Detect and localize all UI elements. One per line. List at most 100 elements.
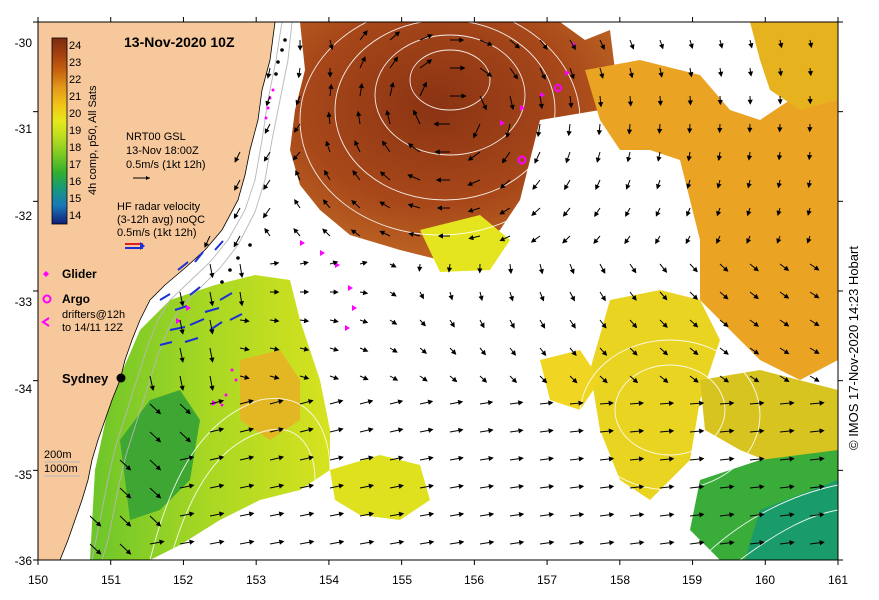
current-arrow-head bbox=[488, 428, 494, 434]
current-arrow-head bbox=[155, 436, 162, 443]
current-arrow-head bbox=[390, 262, 397, 268]
colorbar-ramp bbox=[51, 37, 68, 225]
colorbar: 24 23 22 21 20 19 18 17 16 15 14 4h comp… bbox=[51, 37, 99, 225]
current-arrow-head bbox=[548, 484, 555, 490]
current-arrow-head bbox=[632, 377, 639, 384]
current-arrow-head bbox=[368, 455, 374, 461]
current-arrow-head bbox=[248, 427, 255, 433]
current-arrow-head bbox=[297, 45, 303, 51]
current-arrow-head bbox=[509, 104, 515, 111]
current-arrow-head bbox=[413, 109, 418, 116]
argo-floats bbox=[517, 84, 562, 165]
y-axis-labels: -30 -31 -32 -33 -34 -35 -36 bbox=[15, 36, 33, 568]
current-arrow-head bbox=[789, 540, 795, 546]
current-arrow-head bbox=[188, 483, 195, 489]
current-arrow-head bbox=[264, 128, 270, 134]
y-tick-30: -30 bbox=[15, 36, 33, 50]
current-arrow-head bbox=[609, 540, 615, 546]
current-arrow-head bbox=[304, 289, 310, 295]
current-arrow-head bbox=[813, 265, 820, 271]
current-arrow-head bbox=[179, 329, 185, 335]
cb-tick-23: 23 bbox=[69, 57, 81, 69]
cb-tick-22: 22 bbox=[69, 74, 81, 86]
current-arrow-head bbox=[540, 74, 546, 80]
current-arrow-head bbox=[789, 512, 795, 518]
colorbar-label: 4h comp, p50, All Sats bbox=[87, 85, 99, 195]
current-arrow-head bbox=[638, 456, 645, 462]
current-arrow-head bbox=[427, 399, 434, 405]
current-arrow-head bbox=[408, 231, 414, 237]
current-arrow-head bbox=[512, 73, 519, 80]
current-arrow-head bbox=[362, 375, 369, 381]
current-arrow-head bbox=[397, 427, 404, 433]
current-arrow-head bbox=[776, 210, 782, 217]
current-arrow-head bbox=[819, 484, 825, 490]
glider-track-black bbox=[220, 38, 287, 284]
current-arrow-head bbox=[407, 174, 413, 179]
current-arrow-head bbox=[746, 182, 752, 189]
current-arrow-head bbox=[759, 512, 765, 518]
current-arrow-head bbox=[244, 374, 250, 380]
current-arrow-head bbox=[398, 455, 404, 461]
current-arrow-head bbox=[294, 199, 300, 205]
central-patch-3 bbox=[540, 350, 600, 410]
current-arrow-head bbox=[332, 260, 339, 266]
current-arrow-head bbox=[467, 181, 473, 186]
current-arrow-head bbox=[397, 399, 404, 405]
current-arrow-head bbox=[362, 290, 369, 296]
current-arrow-head bbox=[541, 350, 547, 356]
current-arrow-head bbox=[278, 511, 285, 517]
current-arrow-head bbox=[481, 377, 488, 383]
current-arrow-head bbox=[753, 349, 760, 355]
current-arrow-head bbox=[398, 539, 405, 545]
current-arrow-head bbox=[392, 375, 399, 381]
current-arrow-head bbox=[391, 319, 398, 325]
cb-tick-17: 17 bbox=[69, 159, 81, 171]
current-arrow-head bbox=[218, 399, 225, 405]
current-arrow-head bbox=[338, 539, 345, 545]
current-arrow-head bbox=[398, 511, 405, 517]
current-arrow-head bbox=[626, 129, 633, 135]
x-tick-150: 150 bbox=[28, 573, 48, 587]
track-legend: Glider Argo drifters@12h to 14/11 12Z bbox=[41, 267, 125, 334]
current-arrow-head bbox=[482, 104, 487, 111]
current-arrow-head bbox=[354, 140, 360, 146]
current-arrow-head bbox=[716, 238, 721, 244]
current-arrow-head bbox=[538, 103, 544, 110]
y-tick-36: -36 bbox=[15, 554, 33, 568]
current-arrow-head bbox=[273, 260, 280, 267]
current-arrow-head bbox=[627, 101, 634, 107]
current-arrow-head bbox=[578, 540, 585, 546]
plot-area bbox=[38, 22, 838, 560]
current-arrow-head bbox=[534, 158, 540, 164]
current-arrow-head bbox=[362, 347, 369, 352]
argo-legend-label: Argo bbox=[62, 292, 90, 306]
current-arrow-head bbox=[381, 140, 388, 147]
current-arrow-head bbox=[308, 511, 315, 517]
current-arrow-head bbox=[368, 427, 374, 433]
current-arrow-head bbox=[596, 130, 603, 136]
drifter-legend-label-2: to 14/11 12Z bbox=[62, 322, 123, 334]
current-arrow-head bbox=[659, 43, 664, 50]
current-arrow-head bbox=[308, 539, 315, 545]
current-arrow-head bbox=[448, 294, 454, 301]
current-arrow-head bbox=[248, 399, 254, 405]
current-arrow-head bbox=[716, 210, 722, 217]
current-arrow-head bbox=[657, 128, 663, 135]
x-axis-labels: 150 151 152 153 154 155 156 157 158 159 … bbox=[28, 573, 848, 587]
y-tick-34: -34 bbox=[15, 382, 33, 396]
current-arrow-head bbox=[540, 323, 546, 329]
current-arrow-head bbox=[338, 427, 344, 433]
current-arrow-head bbox=[819, 400, 825, 406]
current-arrow-head bbox=[333, 318, 339, 324]
current-arrow-head bbox=[662, 377, 669, 383]
current-arrow-head bbox=[507, 268, 514, 275]
land-australia bbox=[38, 22, 276, 560]
current-arrow-head bbox=[433, 121, 439, 127]
current-arrow-head bbox=[753, 293, 759, 300]
current-arrow-head bbox=[699, 484, 705, 490]
current-arrow-head bbox=[685, 238, 691, 245]
current-arrow-head bbox=[407, 203, 414, 209]
current-arrow-head bbox=[233, 213, 239, 220]
cb-tick-16: 16 bbox=[69, 176, 81, 188]
